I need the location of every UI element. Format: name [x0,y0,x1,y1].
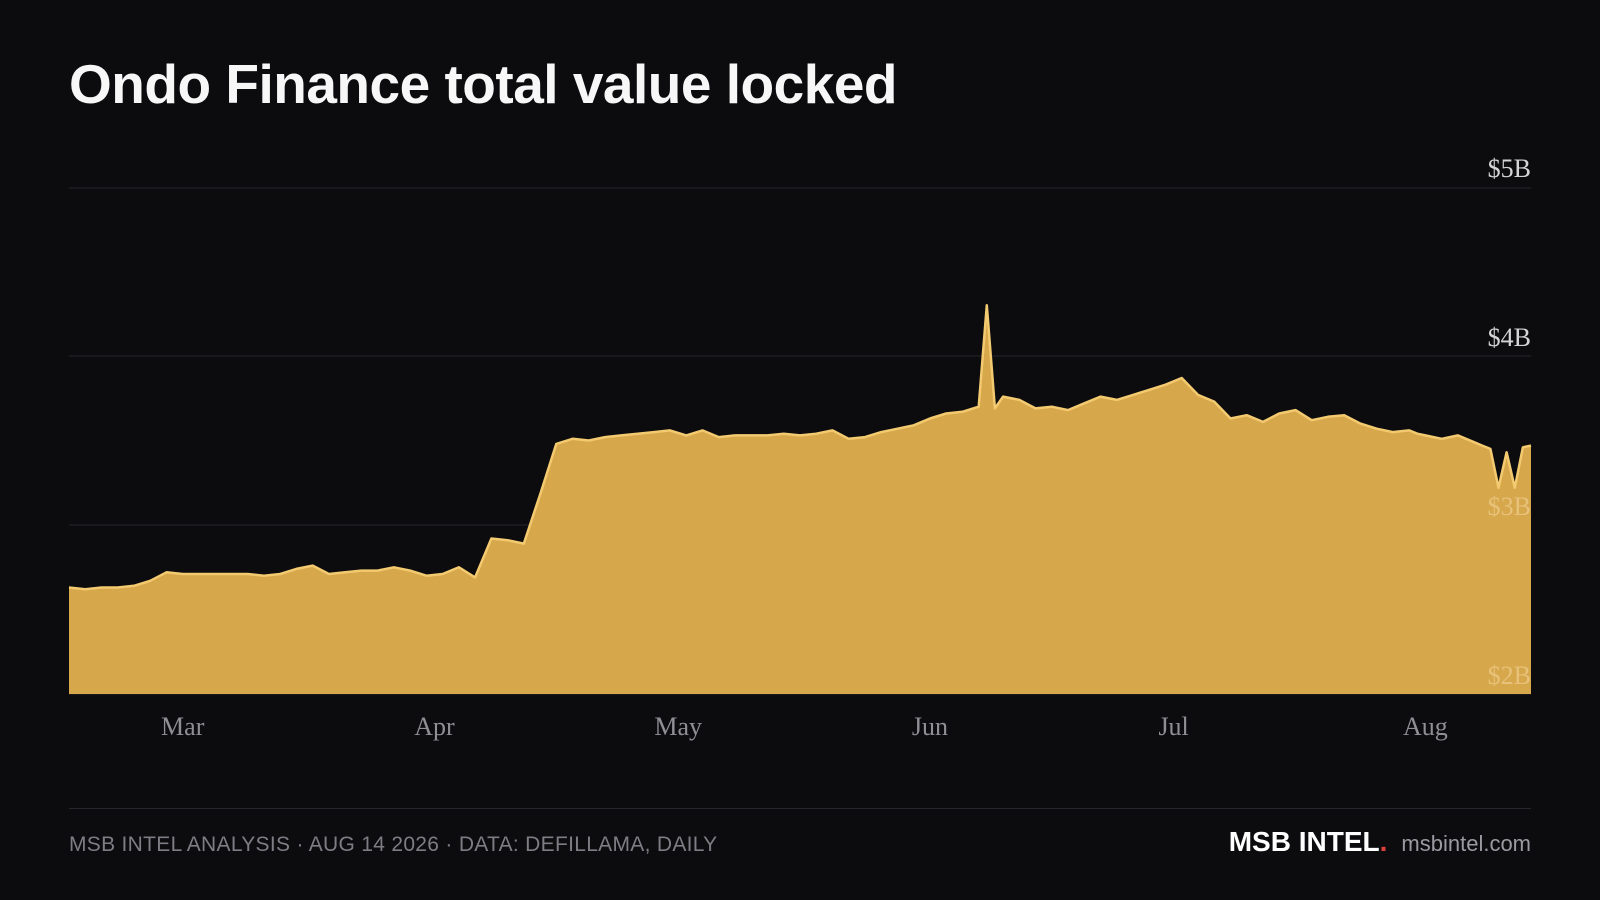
x-tick-label: Mar [161,712,205,741]
tvl-area [69,305,1531,694]
y-tick-label: $3B [1488,492,1531,521]
y-tick-label: $5B [1488,154,1531,183]
y-tick-label: $2B [1488,661,1531,690]
brand-dot: . [1379,826,1388,857]
footer-brand: MSB INTEL. msbintel.com [1229,826,1531,858]
x-axis-ticks: Mar Apr May Jun Jul Aug [161,712,1448,741]
x-tick-label: Apr [414,712,455,741]
tvl-line [68,304,1532,591]
brand-name: MSB INTEL [1228,826,1380,857]
x-tick-label: Jun [912,712,948,741]
footer-credit: MSB INTEL ANALYSIS · AUG 14 2026 · DATA:… [69,833,718,856]
chart-title: Ondo Finance total value locked [69,53,898,115]
y-axis-ticks: $5B $4B $3B $2B [1488,154,1531,690]
footer-divider [69,808,1531,809]
y-tick-label: $4B [1488,323,1531,352]
x-tick-label: May [654,712,702,741]
x-tick-label: Jul [1158,712,1188,741]
brand-url[interactable]: msbintel.com [1401,831,1531,856]
x-tick-label: Aug [1403,712,1448,741]
